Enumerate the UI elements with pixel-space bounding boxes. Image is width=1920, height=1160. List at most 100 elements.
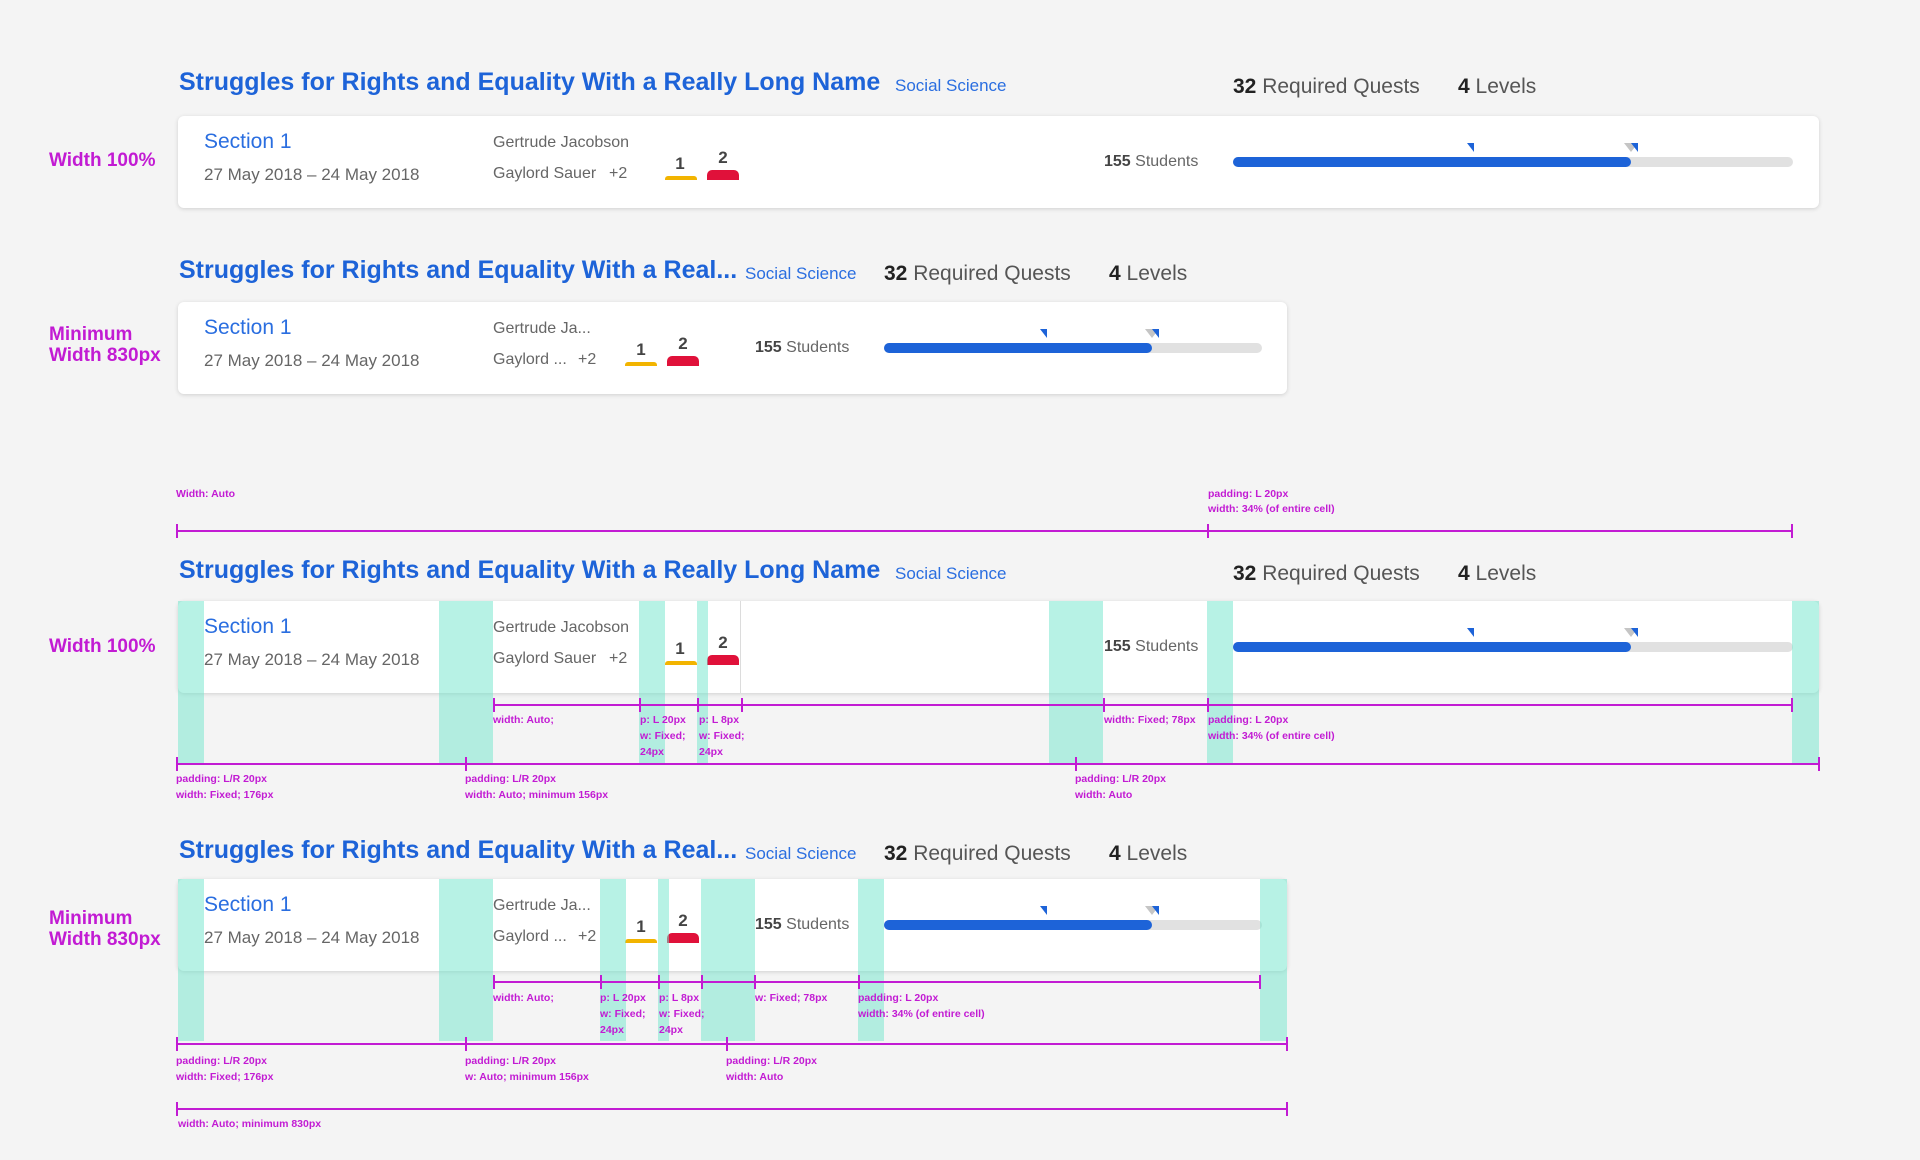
annotation-level1-width-a: w: Fixed; <box>600 1008 646 1020</box>
students-count: 155 Students <box>755 916 849 934</box>
annotation-section: padding: L/R 20px width: Fixed; 176px <box>176 1053 273 1085</box>
measure-tick <box>493 698 495 712</box>
teacher-2: Gaylord Sauer <box>493 650 597 667</box>
padding-overlay-level1 <box>600 879 626 1041</box>
annotation-level2-width-a: w: Fixed; <box>699 730 745 742</box>
course-subject: Social Science <box>895 564 1007 583</box>
levels: 4 Levels <box>1109 262 1187 286</box>
measure-tick <box>697 698 699 712</box>
section-name[interactable]: Section 1 <box>204 893 292 916</box>
annotation-level1-width-a: w: Fixed; <box>640 730 686 742</box>
padding-overlay-level1 <box>639 601 665 763</box>
teacher-2: Gaylord ... <box>493 928 567 945</box>
students-label: Students <box>1135 638 1199 655</box>
measure-tick <box>701 975 703 989</box>
annotation-section-width: width: Fixed; 176px <box>176 1071 274 1083</box>
annotation-level1: p: L 20px w: Fixed; 24px <box>600 990 646 1038</box>
measure-tick <box>176 1102 178 1116</box>
measure-tick <box>176 757 178 771</box>
level-marker-icon <box>1040 906 1047 915</box>
section-dates: 27 May 2018 – 24 May 2018 <box>204 928 420 947</box>
annotation-progress: padding: L 20px width: 34% (of entire ce… <box>1208 712 1335 744</box>
measure-tick <box>493 975 495 989</box>
measure-tick <box>1259 975 1261 989</box>
measure-tick <box>600 975 602 989</box>
padding-overlay-section-left <box>178 879 204 1041</box>
annotation-level2: p: L 8px w: Fixed; 24px <box>659 990 705 1038</box>
teacher-2: Gaylord ... <box>493 351 567 368</box>
quests-label: Required Quests <box>913 262 1071 285</box>
quests-count: 32 <box>884 842 908 865</box>
students-count: 155 Students <box>755 339 849 357</box>
course-title-truncated[interactable]: Struggles for Rights and Equality With a… <box>179 256 738 284</box>
annotation-level2-width-b: 24px <box>699 746 723 758</box>
annotation-progress-width-top: width: 34% (of entire cell) <box>1208 503 1335 515</box>
padding-overlay-level2 <box>658 879 669 1041</box>
padding-overlay-teachers <box>439 601 493 763</box>
course-title[interactable]: Struggles for Rights and Equality With a… <box>179 68 881 96</box>
level-1-number: 1 <box>675 639 685 658</box>
teacher-1: Gertrude Ja... <box>493 320 591 337</box>
course-title[interactable]: Struggles for Rights and Equality With a… <box>179 556 881 584</box>
section-dates: 27 May 2018 – 24 May 2018 <box>204 351 420 370</box>
annotation-section: padding: L/R 20px width: Fixed; 176px <box>176 771 273 803</box>
annotation-progress: padding: L 20px width: 34% (of entire ce… <box>858 990 985 1022</box>
annotation-level2-width-b: 24px <box>659 1024 683 1036</box>
side-label-line1: Minimum <box>49 324 133 345</box>
annotation-middle-width: width: Auto <box>1075 789 1133 801</box>
students-number: 155 <box>755 339 782 356</box>
section-name[interactable]: Section 1 <box>204 130 292 153</box>
levels-label: Levels <box>1126 262 1188 285</box>
course-subject: Social Science <box>745 264 857 283</box>
measure-tick <box>1207 698 1209 712</box>
annotation-progress-pad-top: padding: L 20px <box>1208 488 1289 500</box>
measure-tick <box>1286 1102 1288 1116</box>
annotation-teachers: padding: L/R 20px w: Auto; minimum 156px <box>465 1053 589 1085</box>
level-1-bar <box>665 176 697 180</box>
level-marker-icon <box>1467 628 1474 637</box>
level-1-bar <box>625 939 657 943</box>
measure-line-inner <box>493 981 1260 983</box>
annotation-teachers-pad: padding: L/R 20px <box>465 773 557 785</box>
annotation-students-width: width: Fixed; 78px <box>1104 714 1196 726</box>
progress-track <box>884 906 1262 930</box>
section-card[interactable]: Section 1 27 May 2018 – 24 May 2018 Gert… <box>178 116 1819 208</box>
measure-tick <box>741 698 743 712</box>
annotation-teachers-width: w: Auto; minimum 156px <box>465 1071 589 1083</box>
course-title-truncated[interactable]: Struggles for Rights and Equality With a… <box>179 836 738 864</box>
section-card-min[interactable]: Section 1 27 May 2018 – 24 May 2018 Gert… <box>178 302 1287 394</box>
level-1-bar <box>625 362 657 366</box>
measure-tick <box>465 1037 467 1051</box>
level-2-bar <box>667 933 699 943</box>
section-name[interactable]: Section 1 <box>204 615 292 638</box>
measure-tick <box>658 975 660 989</box>
annotation-section-width: width: Fixed; 176px <box>176 789 274 801</box>
students-number: 155 <box>1104 153 1131 170</box>
quests-label: Required Quests <box>1262 562 1420 585</box>
course-subject: Social Science <box>895 76 1007 95</box>
required-quests: 32 Required Quests <box>884 842 1071 866</box>
students-label: Students <box>786 339 850 356</box>
padding-overlay-level2 <box>697 601 708 763</box>
measure-line-inner <box>493 704 1792 706</box>
level-2-number: 2 <box>718 633 728 652</box>
progress-track <box>884 329 1262 353</box>
annotation-total-width: width: Auto; minimum 830px <box>178 1118 322 1130</box>
annotation-level1: p: L 20px w: Fixed; 24px <box>640 712 686 760</box>
quests-label: Required Quests <box>913 842 1071 865</box>
quests-count: 32 <box>1233 562 1257 585</box>
levels: 4 Levels <box>1109 842 1187 866</box>
measure-tick <box>1791 698 1793 712</box>
levels: 4 Levels <box>1458 562 1536 586</box>
annotation-level1-width-b: 24px <box>600 1024 624 1036</box>
levels-label: Levels <box>1126 842 1188 865</box>
section-name[interactable]: Section 1 <box>204 316 292 339</box>
current-marker-icon <box>1152 329 1159 338</box>
padding-overlay-middle <box>701 879 755 1041</box>
teacher-1: Gertrude Ja... <box>493 897 591 914</box>
annotation-teachers: padding: L/R 20px width: Auto; minimum 1… <box>465 771 608 803</box>
measure-tick <box>465 757 467 771</box>
level-1-number: 1 <box>636 917 646 936</box>
measure-tick <box>1207 524 1209 538</box>
section-card-annotated[interactable]: Section 1 27 May 2018 – 24 May 2018 Gert… <box>178 601 1819 693</box>
